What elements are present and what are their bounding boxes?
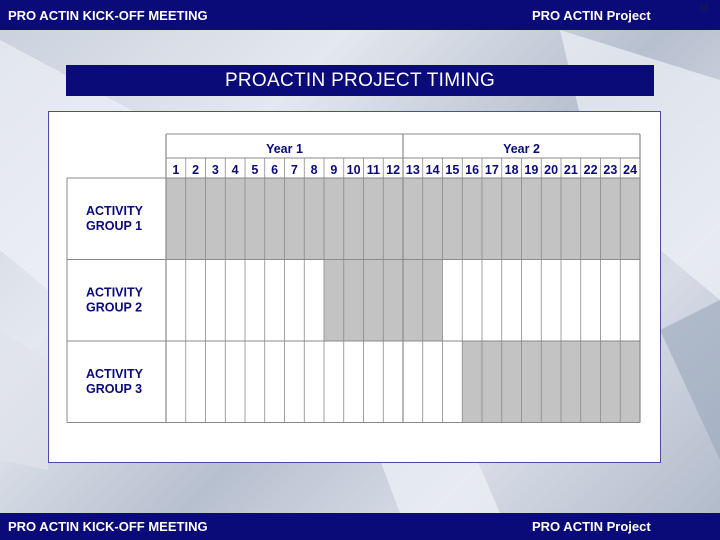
activity-group-label-line2: GROUP 3	[86, 382, 142, 396]
month-label: 21	[564, 163, 578, 177]
slide-title: PROACTIN PROJECT TIMING	[66, 65, 654, 96]
month-label: 19	[524, 163, 538, 177]
month-label: 1	[172, 163, 179, 177]
year-label: Year 1	[266, 142, 303, 156]
month-label: 24	[623, 163, 637, 177]
month-label: 5	[251, 163, 258, 177]
month-label: 16	[465, 163, 479, 177]
month-label: 18	[505, 163, 519, 177]
activity-bar	[462, 341, 640, 423]
month-label: 11	[367, 163, 380, 177]
month-label: 23	[603, 163, 617, 177]
month-label: 2	[192, 163, 199, 177]
month-label: 9	[330, 163, 337, 177]
header-meeting-title: PRO ACTIN KICK-OFF MEETING	[8, 8, 208, 23]
header-project-title: PRO ACTIN Project	[532, 8, 651, 23]
month-label: 15	[445, 163, 459, 177]
month-label: 6	[271, 163, 278, 177]
activity-group-label-line1: ACTIVITY	[86, 286, 144, 300]
month-label: 20	[544, 163, 558, 177]
month-label: 13	[406, 163, 420, 177]
page-number: 12	[699, 3, 709, 12]
activity-group-label-line2: GROUP 2	[86, 301, 142, 315]
year-label: Year 2	[503, 142, 540, 156]
footer-bar: PRO ACTIN KICK-OFF MEETING PRO ACTIN Pro…	[0, 513, 720, 540]
month-label: 14	[426, 163, 440, 177]
month-label: 10	[347, 163, 361, 177]
month-label: 17	[485, 163, 499, 177]
month-label: 3	[212, 163, 219, 177]
month-label: 7	[291, 163, 298, 177]
footer-project-title: PRO ACTIN Project	[532, 519, 651, 534]
activity-group-label-line1: ACTIVITY	[86, 367, 144, 381]
header-bar: PRO ACTIN KICK-OFF MEETING PRO ACTIN Pro…	[0, 0, 720, 30]
activity-group-label-line2: GROUP 1	[86, 219, 142, 233]
month-label: 12	[386, 163, 400, 177]
footer-meeting-title: PRO ACTIN KICK-OFF MEETING	[8, 519, 208, 534]
activity-group-label-line1: ACTIVITY	[86, 204, 144, 218]
month-label: 4	[232, 163, 239, 177]
month-label: 8	[311, 163, 318, 177]
month-label: 22	[584, 163, 598, 177]
